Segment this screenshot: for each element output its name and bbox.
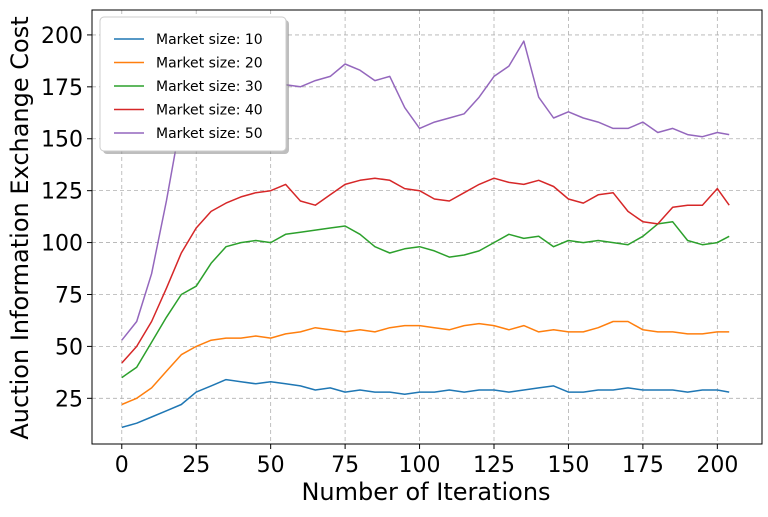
y-tick-label: 125 [41, 180, 83, 205]
series-line-4 [121, 177, 730, 364]
legend-box [99, 16, 287, 152]
legend-entry: Market size: 40 [156, 103, 263, 119]
y-tick-label: 200 [41, 24, 83, 49]
x-tick-label: 100 [399, 453, 441, 478]
x-tick-label: 50 [257, 453, 285, 478]
x-tick-label: 25 [182, 453, 210, 478]
y-tick-label: 50 [55, 335, 83, 360]
series-line-3 [121, 221, 730, 379]
x-tick-label: 125 [473, 453, 515, 478]
x-tick-label: 200 [696, 453, 738, 478]
axis-ticks: 0 25 50 75 100 125 150 175 200 25 50 75 100 125 150 175… [41, 24, 738, 478]
x-tick-label: 0 [115, 453, 129, 478]
y-tick-label: 75 [55, 283, 83, 308]
x-tick-label: 175 [622, 453, 664, 478]
y-axis-label: Auction Information Exchange Cost [6, 16, 34, 439]
x-tick-label: 150 [547, 453, 589, 478]
x-axis-label: Number of Iterations [301, 478, 550, 506]
y-tick-label: 25 [55, 387, 83, 412]
x-tick-label: 75 [331, 453, 359, 478]
y-tick-label: 150 [41, 128, 83, 153]
y-tick-label: 100 [41, 232, 83, 257]
series-line-1 [121, 378, 730, 429]
legend-entry: Market size: 50 [156, 126, 263, 142]
plot-frame [91, 9, 763, 445]
legend: Market size: 10 Market size: 20 Market siz… [99, 16, 289, 154]
series-line-2 [121, 320, 730, 406]
legend-entry: Market size: 20 [156, 56, 263, 72]
legend-entry: Market size: 30 [156, 79, 263, 95]
legend-entry: Market size: 10 [156, 32, 263, 48]
y-tick-label: 175 [41, 76, 83, 101]
